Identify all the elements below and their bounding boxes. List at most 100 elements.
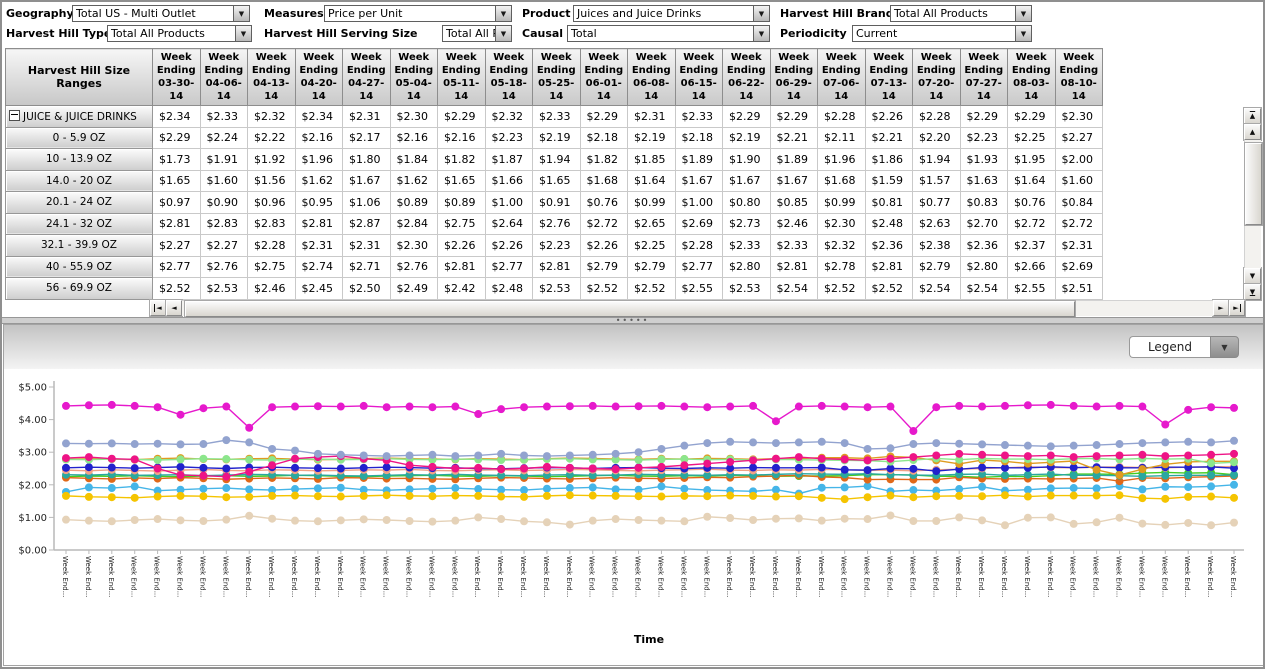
series-slate-blue-marker (612, 450, 620, 458)
row-header-14-0-20-oz[interactable]: 14.0 - 20 OZ (6, 170, 153, 192)
row-header-label: 32.1 - 39.9 OZ (41, 239, 117, 251)
series-slate-blue-line (66, 440, 1234, 456)
row-header-56-69-9-oz[interactable]: 56 - 69.9 OZ (6, 278, 153, 300)
vertical-scroll-track[interactable] (1244, 140, 1261, 268)
column-header-week-ending-06-08-14[interactable]: WeekEnding06-08-14 (628, 49, 676, 106)
vertical-scrollbar[interactable]: ▲ ▲ ▼ ▼ (1244, 108, 1261, 300)
chevron-down-icon[interactable]: ▼ (495, 26, 511, 41)
series-deep-pink-marker (589, 465, 597, 473)
price-cell: $2.81 (438, 256, 486, 278)
series-deep-pink-marker (841, 455, 849, 463)
series-sky-blue-marker (1230, 481, 1238, 489)
chevron-down-icon[interactable]: ▼ (753, 6, 769, 21)
price-cell: $0.95 (295, 192, 343, 214)
row-header-20-1-24-oz[interactable]: 20.1 - 24 OZ (6, 192, 153, 214)
column-header-week-ending-06-29-14[interactable]: WeekEnding06-29-14 (770, 49, 818, 106)
column-header-week-ending-07-20-14[interactable]: WeekEnding07-20-14 (913, 49, 961, 106)
column-header-week-ending-06-22-14[interactable]: WeekEnding06-22-14 (723, 49, 771, 106)
row-header-24-1-32-oz[interactable]: 24.1 - 32 OZ (6, 213, 153, 235)
row-header-10-13-9-oz[interactable]: 10 - 13.9 OZ (6, 149, 153, 171)
row-header-32-1-39-9-oz[interactable]: 32.1 - 39.9 OZ (6, 235, 153, 257)
series-tan-marker (703, 513, 711, 521)
series-slate-blue-marker (497, 450, 505, 458)
column-header-week-ending-03-30-14[interactable]: WeekEnding03-30-14 (153, 49, 201, 106)
horizontal-scroll-track[interactable] (182, 300, 1213, 316)
series-tan-marker (383, 516, 391, 524)
scroll-right-button[interactable]: ► (1213, 300, 1229, 316)
filter-dropdown-harvest-hill-serving-size[interactable]: Total All Products▼ (442, 25, 512, 42)
chevron-down-icon[interactable]: ▼ (753, 26, 769, 41)
column-header-week-ending-05-18-14[interactable]: WeekEnding05-18-14 (485, 49, 533, 106)
series-magenta-marker (818, 402, 826, 410)
dropdown-selected-value: Price per Unit (325, 6, 495, 21)
column-header-week-ending-05-25-14[interactable]: WeekEnding05-25-14 (533, 49, 581, 106)
price-cell: $2.48 (485, 278, 533, 300)
filter-label-geography: Geography (6, 7, 74, 20)
filter-dropdown-geography[interactable]: Total US - Multi Outlet▼ (72, 5, 250, 22)
collapse-toggle-icon[interactable] (9, 110, 20, 121)
column-header-week-ending-06-15-14[interactable]: WeekEnding06-15-14 (675, 49, 723, 106)
series-gold-marker (85, 493, 93, 501)
series-deep-pink-marker (1161, 452, 1169, 460)
panel-splitter[interactable]: ••••• (2, 317, 1263, 324)
price-cell: $2.77 (485, 256, 533, 278)
column-header-week-ending-07-13-14[interactable]: WeekEnding07-13-14 (865, 49, 913, 106)
column-header-week-ending-06-01-14[interactable]: WeekEnding06-01-14 (580, 49, 628, 106)
column-header-week-ending-07-06-14[interactable]: WeekEnding07-06-14 (818, 49, 866, 106)
x-axis-tick-label: Week End... (725, 556, 733, 597)
chevron-down-icon[interactable]: ▼ (495, 6, 511, 21)
column-header-week-ending-07-27-14[interactable]: WeekEnding07-27-14 (960, 49, 1008, 106)
filter-dropdown-product[interactable]: Juices and Juice Drinks▼ (573, 5, 770, 22)
row-header-0-5-9-oz[interactable]: 0 - 5.9 OZ (6, 127, 153, 149)
column-header-week-ending-05-04-14[interactable]: WeekEnding05-04-14 (390, 49, 438, 106)
chevron-down-icon[interactable]: ▼ (235, 26, 251, 41)
scroll-up-button[interactable]: ▲ (1244, 124, 1261, 140)
series-teal-marker (1024, 471, 1032, 479)
column-header-week-ending-04-13-14[interactable]: WeekEnding04-13-14 (248, 49, 296, 106)
filter-dropdown-harvest-hill-brand[interactable]: Total All Products▼ (890, 5, 1032, 22)
scroll-to-end-button[interactable]: ► (1229, 300, 1245, 316)
series-tan-marker (680, 517, 688, 525)
x-axis-tick-label: Week End... (382, 556, 390, 597)
vertical-scroll-thumb[interactable] (1245, 143, 1262, 225)
series-magenta-marker (131, 402, 139, 410)
chevron-down-icon[interactable]: ▼ (1015, 26, 1031, 41)
column-header-week-ending-04-06-14[interactable]: WeekEnding04-06-14 (200, 49, 248, 106)
chevron-down-icon[interactable]: ▼ (1015, 6, 1031, 21)
chevron-down-icon[interactable]: ▼ (233, 6, 249, 21)
app-window: GeographyTotal US - Multi Outlet▼Measure… (0, 0, 1265, 669)
filter-dropdown-periodicity[interactable]: Current▼ (852, 25, 1032, 42)
price-cell: $1.67 (723, 170, 771, 192)
series-slate-blue-marker (177, 440, 185, 448)
scroll-down-button[interactable]: ▼ (1244, 268, 1261, 284)
series-deep-pink-marker (1093, 452, 1101, 460)
filter-dropdown-measures[interactable]: Price per Unit▼ (324, 5, 512, 22)
column-header-week-ending-04-20-14[interactable]: WeekEnding04-20-14 (295, 49, 343, 106)
column-header-week-ending-05-11-14[interactable]: WeekEnding05-11-14 (438, 49, 486, 106)
legend-dropdown[interactable]: Legend ▼ (1129, 336, 1239, 358)
scroll-to-bottom-button[interactable]: ▼ (1244, 284, 1261, 300)
column-header-week-ending-08-03-14[interactable]: WeekEnding08-03-14 (1008, 49, 1056, 106)
price-cell: $1.60 (1055, 170, 1103, 192)
scroll-to-start-button[interactable]: ◄ (150, 300, 166, 316)
x-axis-tick-label: Week End... (954, 556, 962, 597)
row-header-40-55-9-oz[interactable]: 40 - 55.9 OZ (6, 256, 153, 278)
series-slate-blue-marker (1093, 441, 1101, 449)
horizontal-scroll-thumb[interactable] (185, 301, 1075, 317)
filter-dropdown-harvest-hill-type[interactable]: Total All Products▼ (107, 25, 252, 42)
series-teal-marker (1070, 471, 1078, 479)
chevron-down-icon[interactable]: ▼ (1210, 336, 1239, 358)
horizontal-scrollbar[interactable]: ◄ ◄ ► ► (150, 300, 1245, 316)
series-tan-marker (864, 515, 872, 523)
corner-header[interactable]: Harvest Hill Size Ranges (6, 49, 153, 106)
series-slate-blue-marker (818, 438, 826, 446)
scroll-left-button[interactable]: ◄ (166, 300, 182, 316)
filter-dropdown-causal[interactable]: Total▼ (567, 25, 770, 42)
scroll-to-top-button[interactable]: ▲ (1244, 108, 1261, 124)
column-header-week-ending-04-27-14[interactable]: WeekEnding04-27-14 (343, 49, 391, 106)
series-sky-blue-marker (245, 485, 253, 493)
column-header-week-ending-08-10-14[interactable]: WeekEnding08-10-14 (1055, 49, 1103, 106)
row-header-juice-juice-drinks[interactable]: JUICE & JUICE DRINKS (6, 106, 153, 128)
series-teal-marker (1184, 471, 1192, 479)
series-gold-marker (864, 493, 872, 501)
